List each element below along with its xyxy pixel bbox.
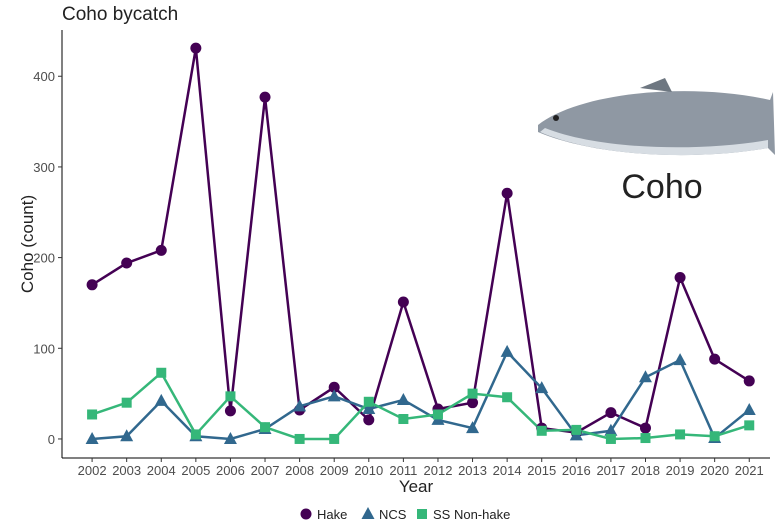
x-tick-label: 2019 [666, 463, 695, 478]
point [156, 367, 167, 378]
point [396, 392, 410, 405]
x-tick-label: 2015 [527, 463, 556, 478]
x-tick-label: 2002 [78, 463, 107, 478]
point [363, 414, 375, 426]
point [604, 423, 618, 436]
point [466, 421, 480, 434]
y-tick-label: 100 [33, 341, 55, 356]
point [742, 402, 756, 415]
legend-label: Hake [317, 507, 347, 522]
x-tick-label: 2007 [251, 463, 280, 478]
point [605, 433, 616, 444]
point [536, 425, 547, 436]
point [223, 431, 237, 444]
series-line [91, 349, 751, 441]
legend-marker [417, 509, 427, 519]
point [605, 407, 617, 419]
point [397, 296, 409, 308]
point [467, 388, 478, 399]
point [121, 257, 133, 269]
y-tick-label: 200 [33, 251, 55, 266]
point [293, 399, 307, 412]
x-tick-label: 2008 [285, 463, 314, 478]
x-tick-label: 2018 [631, 463, 660, 478]
x-tick-label: 2016 [562, 463, 591, 478]
x-axis-label: Year [399, 477, 434, 496]
point [501, 187, 513, 199]
point [87, 409, 98, 420]
y-tick-label: 0 [48, 432, 55, 447]
point [260, 422, 271, 433]
point [121, 397, 132, 408]
point [571, 424, 582, 435]
point [259, 91, 271, 103]
point [709, 353, 721, 365]
point [362, 402, 376, 415]
series-line [91, 47, 750, 434]
point [709, 431, 720, 442]
x-tick-label: 2014 [493, 463, 522, 478]
fish-illustration [538, 78, 775, 156]
point [328, 381, 340, 393]
x-tick-label: 2004 [147, 463, 176, 478]
x-tick-label: 2013 [458, 463, 487, 478]
point [294, 433, 305, 444]
x-tick-label: 2003 [112, 463, 141, 478]
legend-label: NCS [379, 507, 407, 522]
series-line [91, 370, 750, 441]
point [639, 422, 651, 434]
point [744, 420, 755, 431]
point [120, 429, 134, 442]
point [155, 244, 167, 256]
legend-label: SS Non-hake [433, 507, 510, 522]
point [638, 370, 652, 383]
x-tick-label: 2012 [424, 463, 453, 478]
x-tick-label: 2010 [354, 463, 383, 478]
point [743, 375, 755, 387]
point [640, 433, 651, 444]
legend-marker [361, 507, 375, 519]
point [673, 353, 687, 366]
y-tick-label: 300 [33, 160, 55, 175]
chart-title: Coho bycatch [62, 4, 178, 25]
legend-marker [300, 508, 312, 520]
point [467, 397, 479, 409]
x-tick-label: 2006 [216, 463, 245, 478]
point [225, 391, 236, 402]
y-tick-label: 400 [33, 69, 55, 84]
x-tick-label: 2009 [320, 463, 349, 478]
point [224, 405, 236, 417]
point [500, 344, 514, 357]
y-axis-label: Coho (count) [18, 195, 37, 293]
point [674, 272, 686, 284]
point [327, 389, 341, 402]
point [190, 429, 201, 440]
point [398, 414, 409, 425]
point [154, 393, 168, 406]
point [190, 42, 202, 54]
point [363, 396, 374, 407]
point [502, 392, 513, 403]
point [675, 429, 686, 440]
point [535, 381, 549, 394]
x-tick-label: 2011 [389, 463, 417, 478]
point [86, 279, 98, 291]
point [329, 433, 340, 444]
x-tick-label: 2017 [596, 463, 625, 478]
point [85, 431, 99, 444]
point [432, 409, 443, 420]
x-tick-label: 2020 [700, 463, 729, 478]
annotation: Coho [621, 168, 702, 206]
x-tick-label: 2005 [181, 463, 210, 478]
x-tick-label: 2021 [735, 463, 764, 478]
